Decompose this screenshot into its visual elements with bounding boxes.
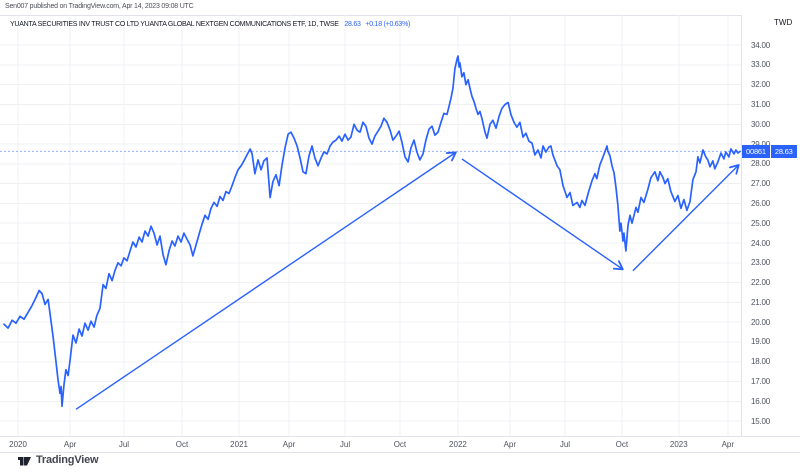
y-tick-label: 33.00 — [751, 60, 771, 70]
y-tick-label: 32.00 — [751, 80, 771, 90]
y-tick-label: 27.00 — [751, 179, 771, 189]
y-tick-label: 31.00 — [751, 99, 771, 109]
trend-arrow-1[interactable] — [75, 151, 457, 410]
y-tick-label: 23.00 — [751, 258, 771, 268]
legend-symbol-title: YUANTA SECURITIES INV TRUST CO LTD YUANT… — [10, 21, 339, 28]
x-tick-label: 2022 — [449, 440, 467, 449]
y-tick-label: 34.00 — [751, 40, 771, 50]
x-tick-label: Apr — [503, 440, 517, 449]
legend-price: 28.63 — [344, 21, 361, 28]
y-tick-label: 26.00 — [751, 198, 771, 208]
badge-symbol: 00861 — [742, 144, 770, 158]
x-tick-label: Oct — [615, 440, 629, 449]
chart-legend: YUANTA SECURITIES INV TRUST CO LTD YUANT… — [10, 21, 413, 28]
y-tick-label: 18.00 — [751, 357, 771, 367]
y-tick-label: 28.00 — [751, 159, 771, 169]
y-tick-label: 15.00 — [751, 416, 771, 426]
price-line — [3, 55, 741, 408]
trend-arrow-2[interactable] — [461, 158, 624, 271]
x-tick-label: Apr — [63, 440, 77, 449]
trend-arrow-3[interactable] — [632, 164, 740, 272]
x-tick-label: 2021 — [230, 440, 248, 449]
x-tick-label: Apr — [282, 440, 296, 449]
y-tick-label: 22.00 — [751, 278, 771, 288]
currency-label: TWD — [774, 18, 793, 27]
y-tick-label: 30.00 — [751, 119, 771, 129]
legend-change: +0.18 (+0.63%) — [365, 21, 411, 28]
x-tick-label: 2020 — [9, 440, 27, 449]
y-tick-label: 25.00 — [751, 218, 771, 228]
y-tick-label: 24.00 — [751, 238, 771, 248]
publish-line: Sen007 published on TradingView.com, Apr… — [5, 3, 194, 10]
y-tick-label: 20.00 — [751, 317, 771, 327]
x-tick-label: Jul — [118, 440, 130, 449]
y-tick-label: 19.00 — [751, 337, 771, 347]
time-scale[interactable]: 2020 Apr Jul Oct 2021 Apr Jul Oct 2022 Apr Jul Oct 2… — [0, 436, 800, 453]
footer-brand-label[interactable]: TradingView — [36, 454, 99, 466]
y-tick-label: 21.00 — [751, 297, 771, 307]
x-tick-label: Jul — [339, 440, 351, 449]
footer: TradingView — [18, 454, 99, 466]
price-badge: 00861 28.63 — [742, 144, 797, 158]
x-tick-label: 2023 — [669, 440, 688, 449]
legend-values: 28.63 +0.18 (+0.63%) — [344, 21, 413, 28]
x-tick-label: Jul — [559, 440, 571, 449]
y-tick-label: 29.00 — [751, 140, 770, 149]
price-chart-canvas[interactable] — [0, 15, 741, 436]
chart-bottom-border — [0, 452, 800, 453]
y-tick-label: 17.00 — [751, 377, 771, 387]
x-tick-label: Oct — [175, 440, 189, 449]
y-tick-label: 16.00 — [751, 396, 771, 406]
tradingview-logo-icon[interactable] — [18, 455, 31, 466]
x-tick-label: Oct — [393, 440, 407, 449]
x-tick-label: Apr — [721, 440, 735, 449]
price-scale[interactable]: TWD 34.0033.0032.0031.0030.0029.0028.002… — [741, 15, 800, 452]
badge-price: 28.63 — [770, 144, 797, 158]
